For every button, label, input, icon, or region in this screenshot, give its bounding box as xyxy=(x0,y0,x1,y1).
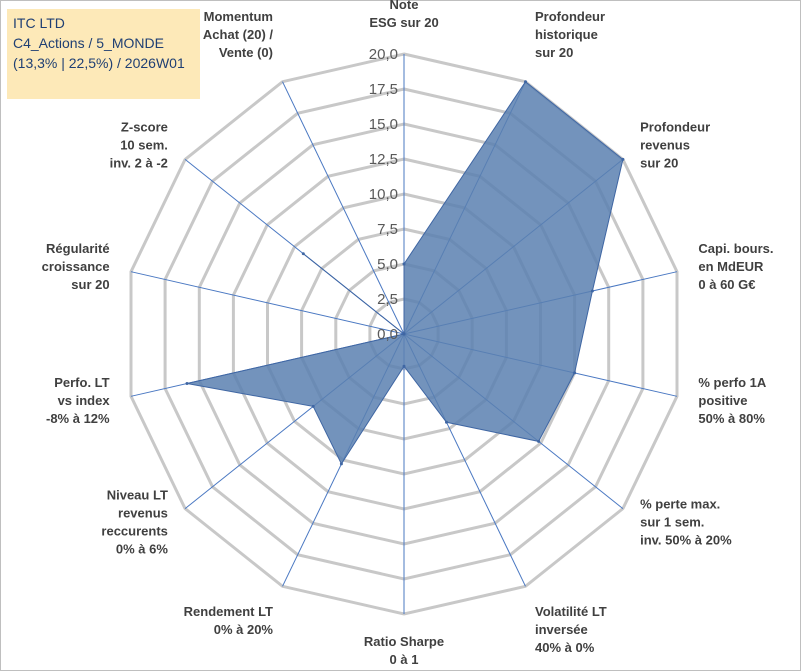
axis-label-line: inversée xyxy=(535,622,588,637)
data-point xyxy=(339,462,343,466)
axis-label-line: Z-score xyxy=(121,120,168,135)
axis-label-line: ESG sur 20 xyxy=(369,15,438,30)
data-point xyxy=(402,364,406,368)
axis-label-line: Note xyxy=(390,0,419,12)
axis-label: Rendement LT 0% à 20% xyxy=(184,604,274,637)
radar-axis-labels: Note ESG sur 20 Profondeur historique sur 20… xyxy=(42,0,774,667)
tick-label: 17,5 xyxy=(369,81,398,98)
axis-label: % perte max. sur 1 sem. inv. 50% à 20% xyxy=(640,496,732,547)
axis-label-line: Niveau LT xyxy=(107,487,168,502)
axis-label-line: inv. 2 à -2 xyxy=(110,156,168,171)
title-company: ITC LTD xyxy=(13,15,65,31)
data-point xyxy=(402,332,406,336)
data-point xyxy=(402,262,406,266)
axis-label-line: 10 sem. xyxy=(120,138,168,153)
axis-label-line: Rendement LT xyxy=(184,604,273,619)
axis-label: Perfo. LT vs index -8% à 12% xyxy=(46,375,110,426)
axis-label-line: Achat (20) / xyxy=(203,27,273,42)
axis-label: % perfo 1A positive 50% à 80% xyxy=(698,375,767,426)
axis-label-line: Perfo. LT xyxy=(54,375,109,390)
tick-label: 5,0 xyxy=(377,256,398,273)
axis-label-line: vs index xyxy=(58,393,111,408)
tick-label: 7,5 xyxy=(377,221,398,238)
axis-label: Z-score 10 sem. inv. 2 à -2 xyxy=(110,120,168,171)
title-period: (13,3% | 22,5%) / 2026W01 xyxy=(13,55,185,71)
data-point xyxy=(311,404,315,408)
axis-label-line: -8% à 12% xyxy=(46,411,110,426)
data-point xyxy=(621,157,625,161)
axis-label-line: Régularité xyxy=(46,241,110,256)
axis-label-line: Profondeur xyxy=(535,9,605,24)
axis-label: Capi. bours. en MdEUR 0 à 60 G€ xyxy=(698,241,773,292)
axis-label: Volatilité LT inversée 40% à 0% xyxy=(535,604,607,655)
data-point xyxy=(537,439,541,443)
axis-label-line: 40% à 0% xyxy=(535,640,595,655)
axis-label-line: croissance xyxy=(42,259,110,274)
axis-label-line: positive xyxy=(698,393,747,408)
axis-label: Ratio Sharpe 0 à 1 xyxy=(364,634,444,667)
data-point xyxy=(301,252,305,256)
axis-label-line: en MdEUR xyxy=(698,259,764,274)
data-point xyxy=(445,420,448,424)
axis-label-line: Volatilité LT xyxy=(535,604,607,619)
axis-label-line: % perfo 1A xyxy=(698,375,767,390)
axis-label-line: Vente (0) xyxy=(219,45,273,60)
axis-label-line: revenus xyxy=(640,138,690,153)
axis-label-line: Ratio Sharpe xyxy=(364,634,444,649)
axis-label-line: reccurents xyxy=(101,523,167,538)
tick-label: 20,0 xyxy=(369,46,398,63)
axis-label-line: historique xyxy=(535,27,598,42)
axis-label: Momentum Achat (20) / Vente (0) xyxy=(203,9,273,60)
tick-label: 10,0 xyxy=(369,186,398,203)
axis-label-line: % perte max. xyxy=(640,496,720,511)
title-category: C4_Actions / 5_MONDE xyxy=(13,35,164,51)
axis-label: Profondeur historique sur 20 xyxy=(535,9,605,60)
radar-tick-labels: 0,0 2,5 5,0 7,5 10,0 12,5 15,0 17,5 20,0 xyxy=(369,46,398,343)
tick-label: 15,0 xyxy=(369,116,398,133)
data-point xyxy=(590,289,594,293)
axis-label: Note ESG sur 20 xyxy=(369,0,438,30)
data-point xyxy=(185,382,189,385)
tick-label: 2,5 xyxy=(377,291,398,308)
axis-label-line: revenus xyxy=(118,505,168,520)
data-point xyxy=(573,371,577,375)
axis-label-line: Profondeur xyxy=(640,120,710,135)
axis-spoke xyxy=(130,271,405,335)
axis-label-line: sur 20 xyxy=(640,156,678,171)
tick-label: 0,0 xyxy=(377,326,398,343)
axis-label-line: sur 1 sem. xyxy=(640,514,704,529)
chart-title-box: ITC LTD C4_Actions / 5_MONDE (13,3% | 22… xyxy=(7,9,200,99)
radar-series xyxy=(185,80,625,466)
tick-label: 12,5 xyxy=(369,151,398,168)
axis-label-line: Momentum xyxy=(204,9,273,24)
axis-label-line: 0 à 60 G€ xyxy=(698,277,755,292)
axis-label-line: sur 20 xyxy=(535,45,573,60)
axis-label: Profondeur revenus sur 20 xyxy=(640,120,710,171)
axis-label-line: 0 à 1 xyxy=(390,652,419,667)
axis-label-line: inv. 50% à 20% xyxy=(640,532,732,547)
axis-label: Régularité croissance sur 20 xyxy=(42,241,110,292)
axis-label-line: sur 20 xyxy=(71,277,109,292)
axis-label-line: 50% à 80% xyxy=(698,411,765,426)
axis-label: Niveau LT revenus reccurents 0% à 6% xyxy=(101,487,168,556)
data-point xyxy=(524,80,527,84)
axis-label-line: 0% à 6% xyxy=(116,541,168,556)
axis-label-line: Capi. bours. xyxy=(698,241,773,256)
axis-spoke xyxy=(282,81,405,335)
axis-label-line: 0% à 20% xyxy=(214,622,274,637)
